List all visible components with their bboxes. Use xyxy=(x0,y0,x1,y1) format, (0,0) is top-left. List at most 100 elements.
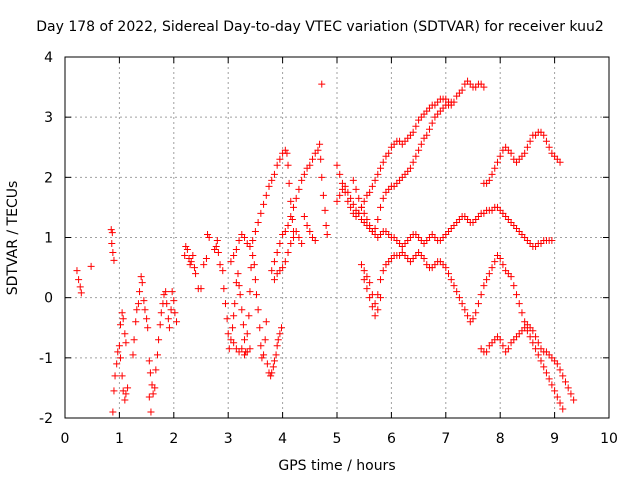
data-point xyxy=(263,360,271,368)
data-point xyxy=(469,315,477,323)
x-tick-label: 10 xyxy=(600,431,618,447)
data-point xyxy=(409,158,417,166)
data-point xyxy=(258,354,266,362)
data-point xyxy=(513,291,521,299)
data-point xyxy=(542,369,550,377)
y-tick-label: -2 xyxy=(39,411,53,427)
data-point xyxy=(283,149,291,157)
data-point xyxy=(493,158,501,166)
data-point xyxy=(344,188,352,196)
data-point xyxy=(107,226,115,234)
data-point xyxy=(187,258,195,266)
data-point xyxy=(221,300,229,308)
data-point xyxy=(485,270,493,278)
x-axis-label: GPS time / hours xyxy=(278,458,395,474)
data-point xyxy=(507,273,515,281)
data-point xyxy=(116,354,124,362)
data-point xyxy=(241,234,249,241)
data-point xyxy=(472,309,480,317)
data-point xyxy=(220,285,228,293)
x-tick-label: 7 xyxy=(441,431,450,447)
data-point xyxy=(270,258,278,266)
data-point xyxy=(284,161,292,169)
data-point xyxy=(564,384,572,392)
data-point xyxy=(371,312,379,320)
data-point xyxy=(491,258,499,266)
data-point xyxy=(110,256,118,264)
data-point xyxy=(146,369,154,377)
data-point xyxy=(87,262,95,270)
data-point xyxy=(529,327,537,335)
data-point xyxy=(483,348,491,356)
data-point xyxy=(553,393,561,401)
data-point xyxy=(260,351,268,359)
series-segment-8 xyxy=(360,128,564,320)
data-point xyxy=(540,131,548,139)
data-point xyxy=(147,408,155,416)
data-point xyxy=(170,297,178,305)
data-point xyxy=(377,294,385,302)
data-point xyxy=(379,194,387,202)
data-point xyxy=(273,342,281,350)
data-point xyxy=(352,185,360,193)
data-point xyxy=(455,294,463,302)
data-point xyxy=(213,237,221,245)
series-segment-5 xyxy=(333,98,455,235)
data-point xyxy=(379,267,387,275)
data-point xyxy=(284,249,292,257)
data-point xyxy=(360,267,368,275)
data-point xyxy=(144,324,152,332)
chart-title: Day 178 of 2022, Sidereal Day-to-day VTE… xyxy=(36,19,604,35)
data-point xyxy=(152,366,160,374)
data-point xyxy=(366,221,374,229)
data-point xyxy=(507,149,515,157)
data-point xyxy=(252,291,260,299)
data-point xyxy=(171,309,179,317)
data-point xyxy=(355,194,363,202)
data-point xyxy=(518,309,526,317)
data-point xyxy=(134,300,142,308)
data-point xyxy=(204,230,212,238)
data-point xyxy=(377,276,385,284)
data-point xyxy=(317,155,325,163)
data-point xyxy=(458,86,466,94)
data-point xyxy=(442,264,450,272)
data-point xyxy=(243,330,251,338)
data-point xyxy=(268,369,276,377)
data-point xyxy=(262,191,270,199)
data-point xyxy=(556,158,564,166)
data-point xyxy=(464,312,472,320)
data-point xyxy=(300,170,308,178)
data-point xyxy=(349,200,357,208)
data-point xyxy=(523,143,531,151)
data-point xyxy=(76,283,84,291)
data-point xyxy=(225,345,233,353)
data-point xyxy=(374,215,382,223)
data-point xyxy=(186,261,194,269)
data-point xyxy=(122,339,130,347)
data-point xyxy=(160,291,168,299)
series-segment-9 xyxy=(477,321,578,404)
data-point xyxy=(274,336,282,344)
data-point xyxy=(458,300,466,308)
data-point xyxy=(491,164,499,172)
data-point xyxy=(262,318,270,326)
data-point xyxy=(182,243,190,251)
data-point xyxy=(548,381,556,389)
data-point xyxy=(190,264,198,272)
data-point xyxy=(480,83,488,91)
y-tick-label: 1 xyxy=(44,231,53,247)
data-point xyxy=(227,258,235,266)
data-point xyxy=(164,315,172,323)
data-point xyxy=(156,321,164,329)
data-point xyxy=(488,170,496,178)
data-point xyxy=(276,330,284,338)
data-point xyxy=(295,185,303,193)
data-point xyxy=(366,188,374,196)
data-point xyxy=(496,336,504,344)
data-point xyxy=(461,306,469,314)
data-point xyxy=(559,372,567,380)
data-point xyxy=(109,408,117,416)
axis-ticks xyxy=(64,56,610,419)
data-point xyxy=(276,155,284,163)
